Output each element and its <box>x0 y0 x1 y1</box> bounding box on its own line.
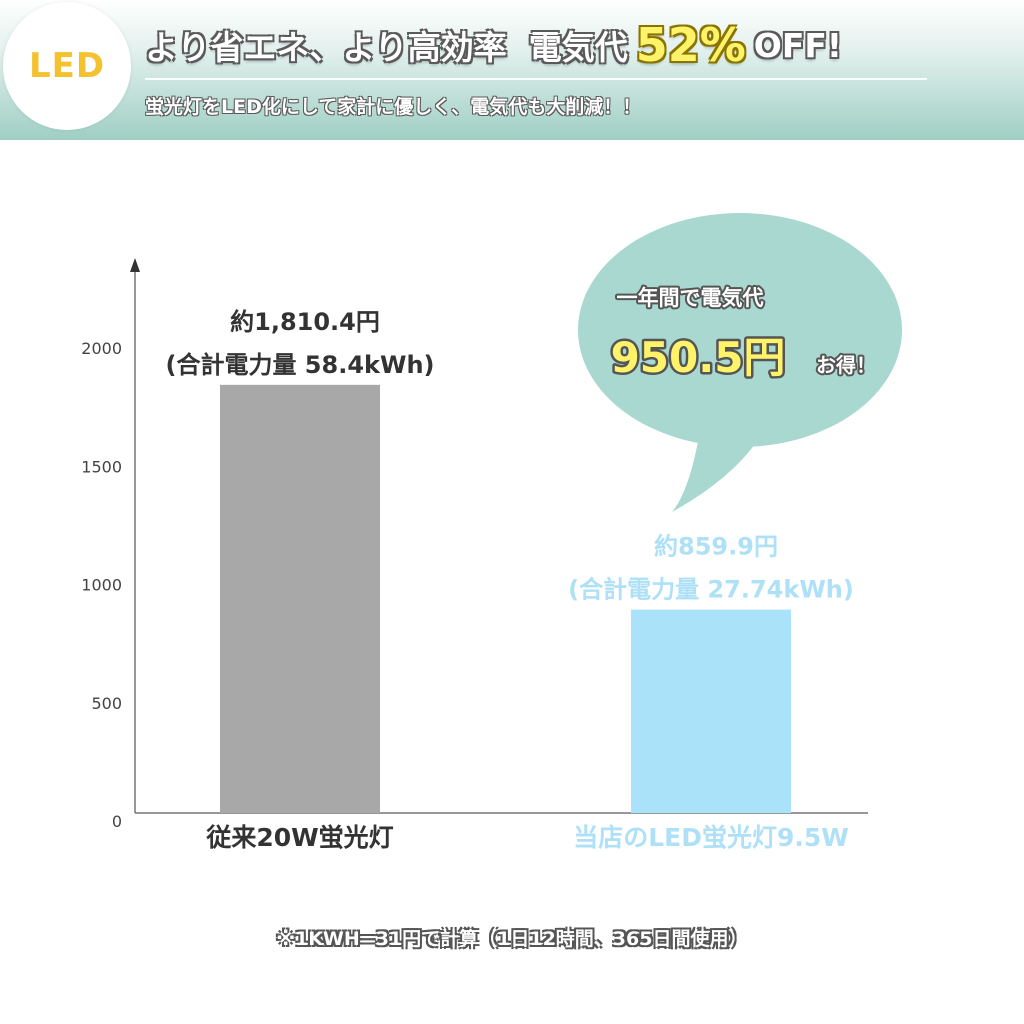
footnote: ※1KWH=31円で計算（1日12時間、365日間使用） <box>276 928 748 950</box>
y-tick-label: 1000 <box>81 576 122 595</box>
bar <box>631 609 791 813</box>
bar-energy-label: (合計電力量 27.74kWh) <box>568 576 854 604</box>
bars <box>220 384 791 813</box>
bar <box>220 384 380 813</box>
y-tick-label: 0 <box>112 812 122 831</box>
bubble-tail <box>672 430 758 512</box>
headline: より省エネ、より高効率 電気代 52% OFF! <box>145 14 842 76</box>
headline-text: より省エネ、より高効率 <box>145 28 507 67</box>
bubble-suffix: お得！ <box>816 353 876 377</box>
y-tick-label: 500 <box>91 694 122 713</box>
bar-price-label: 約1,810.4円 <box>230 308 380 336</box>
subheadline: 蛍光灯をLED化にして家計に優しく、電気代も大削減！！ <box>145 96 642 118</box>
bubble-amount: 950.5円 <box>611 333 786 382</box>
bubble-body <box>578 213 902 447</box>
bar-price-label: 約859.9円 <box>654 533 778 561</box>
headline-cost: 電気代 <box>528 28 628 67</box>
y-tick-labels: 0 500 1000 1500 2000 <box>81 339 122 831</box>
bar-energy-label: (合計電力量 58.4kWh) <box>165 351 434 379</box>
header-divider <box>145 78 927 80</box>
led-badge-text: LED <box>28 46 106 86</box>
savings-bubble: 一年間で電気代 950.5円 お得！ <box>578 213 902 512</box>
y-axis-arrow-icon <box>130 258 140 272</box>
category-label: 当店のLED蛍光灯9.5W <box>573 823 849 852</box>
headline-off: OFF! <box>753 25 842 65</box>
y-tick-label: 1500 <box>81 457 122 476</box>
y-tick-label: 2000 <box>81 339 122 358</box>
category-label: 従来20W蛍光灯 <box>205 823 393 852</box>
bar-labels: 約1,810.4円 (合計電力量 58.4kWh) 従来20W蛍光灯 約859.9円 (… <box>165 308 853 852</box>
header-banner: LED より省エネ、より高効率 電気代 52% OFF! 蛍光灯をLED化にして… <box>0 0 1024 140</box>
led-badge: LED <box>3 2 131 130</box>
headline-percent: 52% <box>635 18 746 72</box>
bubble-line1: 一年間で電気代 <box>617 286 764 310</box>
